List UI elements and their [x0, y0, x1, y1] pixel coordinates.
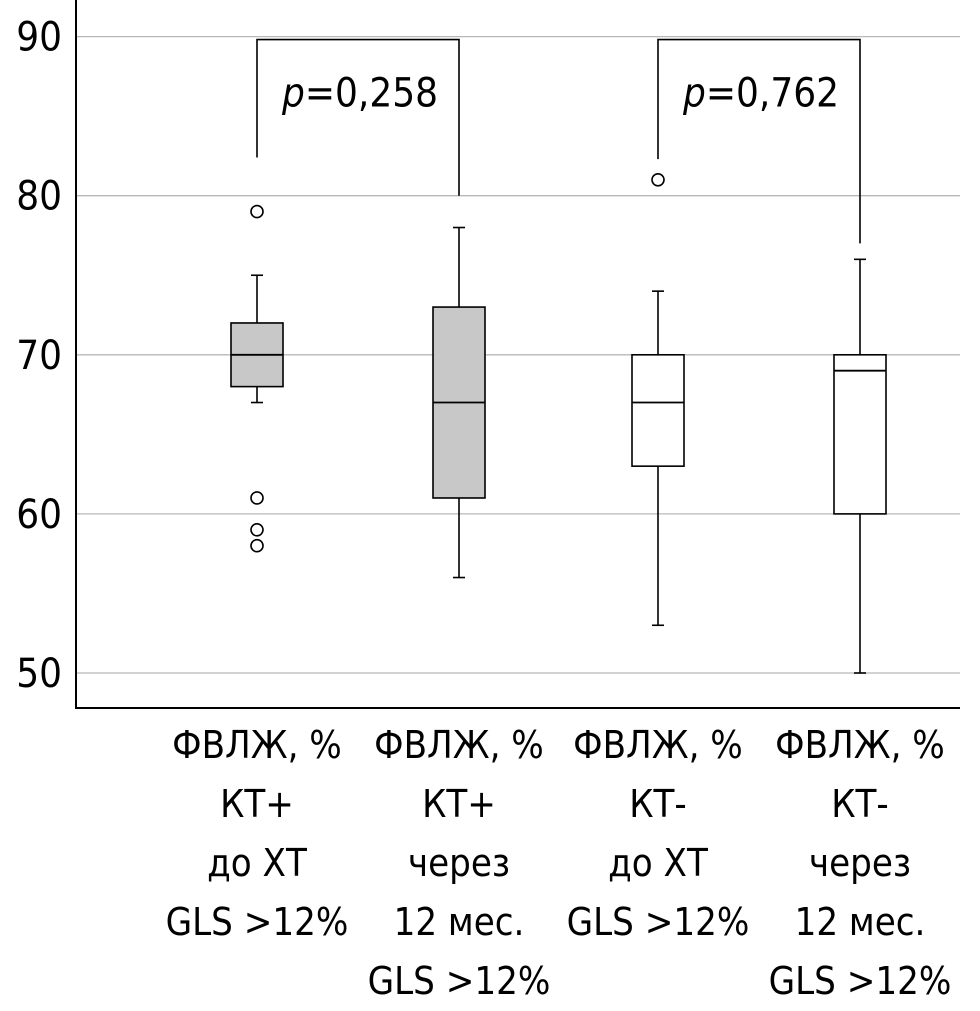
category-label-line: до ХТ: [608, 841, 708, 885]
category-label-line: GLS >12%: [769, 959, 952, 1003]
category-label-line: КТ+: [422, 782, 496, 826]
category-label-line: GLS >12%: [368, 959, 551, 1003]
y-tick-label-80: 80: [16, 174, 62, 220]
p-symbol: p: [682, 71, 706, 117]
box-group-4: [833, 258, 887, 674]
box-group-2: [432, 226, 486, 579]
y-tick-label-50: 50: [16, 651, 62, 697]
outlier-point: [651, 172, 665, 187]
category-label-line: КТ-: [629, 782, 686, 826]
category-label-line: до ХТ: [207, 841, 307, 885]
p-value-annotations: p=0,258 p=0,762: [256, 38, 861, 244]
category-label-line: КТ+: [220, 782, 294, 826]
p-value-label: p=0,258: [281, 71, 438, 117]
p-bracket-1: p=0,258: [256, 38, 460, 196]
category-label-line: КТ-: [831, 782, 888, 826]
category-label-1: ФВЛЖ, % КТ+ до ХТ GLS >12%: [166, 723, 349, 944]
category-label-line: ФВЛЖ, %: [573, 723, 743, 767]
p-bracket-2: p=0,762: [657, 38, 861, 244]
category-label-3: ФВЛЖ, % КТ-до ХТ GLS >12%: [567, 723, 750, 944]
category-label-line: 12 мес.: [795, 900, 926, 944]
category-label-line: ФВЛЖ, %: [374, 723, 544, 767]
y-tick-label-90: 90: [16, 15, 62, 61]
outlier-point: [250, 204, 264, 219]
category-label-line: 12 мес.: [394, 900, 525, 944]
p-symbol: p: [281, 71, 305, 117]
p-value-label: p=0,762: [682, 71, 839, 117]
category-label-line: ФВЛЖ, %: [775, 723, 945, 767]
y-tick-label-70: 70: [16, 333, 62, 379]
y-tick-labels: 50 60 70 80 90: [16, 15, 62, 697]
category-label-line: ФВЛЖ, %: [172, 723, 342, 767]
category-labels: ФВЛЖ, % КТ+ до ХТ GLS >12% ФВЛЖ, % КТ+ через 12…: [166, 723, 952, 1003]
p-value: =0,258: [305, 71, 438, 117]
category-label-line: GLS >12%: [567, 900, 750, 944]
boxes: [230, 172, 887, 674]
box-group-3: [631, 172, 685, 627]
outlier-point: [250, 538, 264, 553]
iqr-box: [631, 353, 685, 467]
category-label-line: через: [809, 841, 911, 885]
p-value: =0,762: [706, 71, 839, 117]
category-label-line: GLS >12%: [166, 900, 349, 944]
iqr-box: [833, 353, 887, 515]
outlier-point: [250, 523, 264, 537]
outlier-point: [250, 491, 264, 505]
category-label-2: ФВЛЖ, % КТ+ через 12 мес. GLS >12%: [368, 723, 551, 1003]
y-tick-label-60: 60: [16, 492, 62, 538]
bracket-line: [256, 38, 460, 196]
grid-lines: [76, 35, 960, 674]
axes: [75, 0, 960, 709]
box-group-1: [230, 204, 284, 553]
category-label-4: ФВЛЖ, % КТ-через 12 мес. GLS >12%: [769, 723, 952, 1003]
category-label-line: через: [408, 841, 510, 885]
bracket-line: [657, 38, 861, 244]
